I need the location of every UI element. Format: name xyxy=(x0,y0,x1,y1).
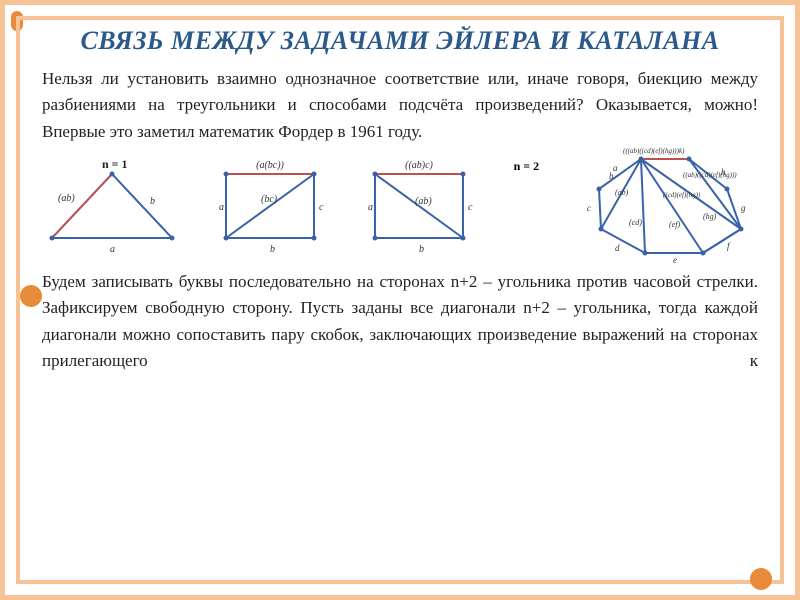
svg-text:(bc): (bc) xyxy=(261,194,278,205)
svg-text:a: a xyxy=(110,244,115,255)
svg-text:e: e xyxy=(673,255,677,265)
svg-text:(ab): (ab) xyxy=(58,193,75,204)
svg-text:a: a xyxy=(219,202,224,213)
svg-text:b: b xyxy=(419,244,424,255)
svg-text:c: c xyxy=(468,202,473,213)
svg-text:b: b xyxy=(150,196,155,207)
svg-text:(hg): (hg) xyxy=(703,212,717,221)
svg-text:b: b xyxy=(270,244,275,255)
svg-text:f: f xyxy=(727,241,731,251)
svg-text:a: a xyxy=(613,163,618,173)
slide-title: СВЯЗЬ МЕЖДУ ЗАДАЧАМИ ЭЙЛЕРА И КАТАЛАНА xyxy=(42,26,758,56)
polygon-figure: ahgfedcb(((ab)((cd)(ef)(hg)))k)((ab)((cd… xyxy=(573,147,758,265)
n2-label: n = 2 xyxy=(514,159,540,174)
svg-text:(((ab)((cd)(ef)(hg)))k): (((ab)((cd)(ef)(hg)))k) xyxy=(623,147,685,155)
svg-text:(ab): (ab) xyxy=(615,188,629,197)
svg-text:(a(bc)): (a(bc)) xyxy=(256,160,284,171)
slide-content: СВЯЗЬ МЕЖДУ ЗАДАЧАМИ ЭЙЛЕРА И КАТАЛАНА Н… xyxy=(42,26,758,574)
svg-text:a: a xyxy=(368,202,373,213)
svg-text:b: b xyxy=(609,171,614,181)
svg-text:((cd)(ef)(hg)): ((cd)(ef)(hg)) xyxy=(663,191,701,199)
svg-text:(cd): (cd) xyxy=(629,218,642,227)
svg-text:((ab)c): ((ab)c) xyxy=(405,160,433,171)
figures-row: n = 1(ab)ba (a(bc))a(bc)bc ((ab)c)a(ab)b… xyxy=(42,151,758,261)
svg-text:(ab): (ab) xyxy=(415,196,432,207)
svg-text:d: d xyxy=(615,243,620,253)
svg-text:((ab)((cd)(ef)(hg))): ((ab)((cd)(ef)(hg))) xyxy=(683,171,737,179)
svg-text:n = 1: n = 1 xyxy=(102,157,128,171)
svg-text:g: g xyxy=(741,203,746,213)
paragraph-2: Будем записывать буквы последовательно н… xyxy=(42,269,758,374)
square-figure-1: (a(bc)) a (bc) b c xyxy=(216,156,331,256)
svg-text:c: c xyxy=(319,202,324,213)
svg-text:(ef): (ef) xyxy=(669,220,680,229)
triangle-figure: n = 1 (ab) b a xyxy=(42,156,182,256)
accent-dot-left xyxy=(20,285,42,307)
svg-text:c: c xyxy=(587,203,591,213)
square-figure-2: ((ab)c) a (ab) b c xyxy=(365,156,480,256)
paragraph-1: Нельзя ли установить взаимно однозначное… xyxy=(42,66,758,145)
